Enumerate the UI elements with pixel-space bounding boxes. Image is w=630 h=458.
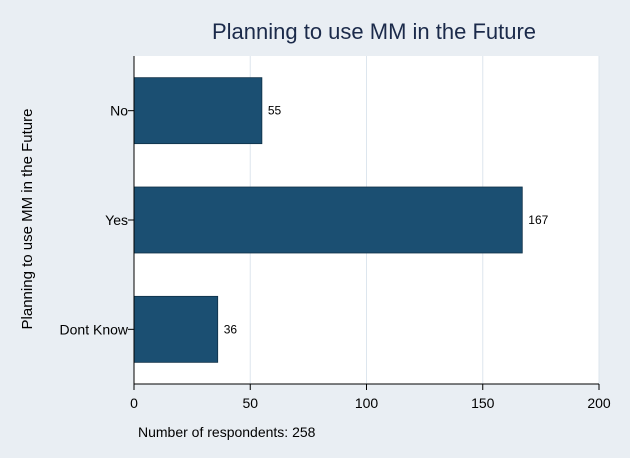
chart-title: Planning to use MM in the Future <box>212 19 536 44</box>
bar-yes <box>133 186 523 254</box>
y-tick-label: Dont Know <box>60 321 129 337</box>
data-label: 55 <box>268 104 282 118</box>
x-tick-label: 100 <box>355 395 379 411</box>
data-label: 36 <box>224 322 238 336</box>
bar-dont-know <box>133 295 219 363</box>
data-labels: 55 167 36 <box>224 104 549 337</box>
y-tick-label: No <box>110 103 128 119</box>
x-axis: 0 50 100 150 200 <box>130 384 611 411</box>
y-axis-label: Planning to use MM in the Future <box>19 109 36 330</box>
x-tick-label: 50 <box>242 395 258 411</box>
bar-no <box>133 77 263 145</box>
x-tick-label: 200 <box>587 395 611 411</box>
respondents-note: Number of respondents: 258 <box>138 424 316 440</box>
y-tick-label: Yes <box>105 212 128 228</box>
x-tick-label: 150 <box>471 395 495 411</box>
x-tick-label: 0 <box>130 395 138 411</box>
data-label: 167 <box>528 213 548 227</box>
y-tick-labels: No Yes Dont Know <box>60 103 134 337</box>
bars <box>133 77 523 363</box>
